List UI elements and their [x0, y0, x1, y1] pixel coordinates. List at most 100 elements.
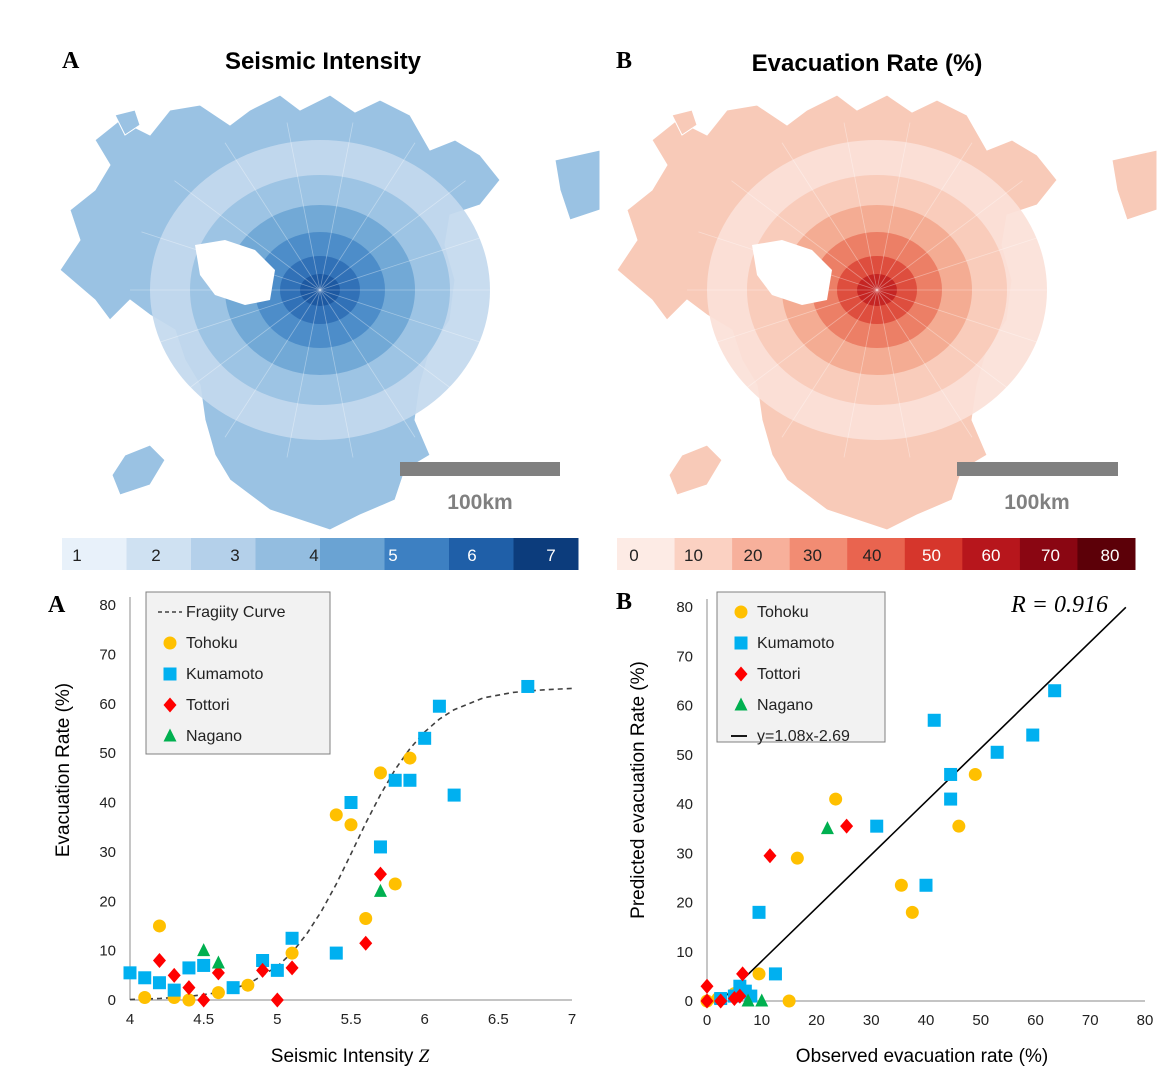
colorbar-evacuation: 0 10 20 30 40 50 60 70 80: [617, 538, 1136, 570]
region-boundary: [876, 289, 1023, 400]
y-tick-label: 10: [676, 944, 693, 961]
colorbar-tick-label: 2: [151, 546, 160, 565]
data-point-kumamoto: [927, 713, 941, 727]
colorbar-swatch: [904, 538, 963, 570]
region-boundary: [319, 289, 499, 349]
region-boundary: [319, 231, 499, 291]
data-point-kumamoto: [447, 788, 461, 802]
map-regions-seismic: [59, 94, 601, 531]
colorbar-tick-label: 70: [1041, 546, 1060, 565]
region-boundary: [876, 289, 1056, 349]
data-point-kumamoto: [167, 983, 181, 997]
data-point-tohoku: [403, 751, 417, 765]
legend-swatch-nagano: [734, 697, 748, 711]
data-point-tohoku: [905, 905, 919, 919]
data-point-kumamoto: [768, 967, 782, 981]
x-tick-label: 0: [703, 1012, 711, 1029]
x-tick-label: 40: [918, 1012, 935, 1029]
legend-label: Tohoku: [757, 604, 809, 621]
data-point-kumamoto: [944, 792, 958, 806]
colorbar-swatch: [126, 538, 192, 570]
data-point-kumamoto: [197, 958, 211, 972]
data-point-tohoku: [211, 986, 225, 1000]
colorbar-tick-label: 30: [803, 546, 822, 565]
y-tick-label: 50: [99, 745, 116, 762]
data-point-tottori: [736, 966, 750, 982]
data-point-kumamoto: [138, 971, 152, 985]
y-tick-label: 80: [676, 599, 693, 616]
data-point-kumamoto: [182, 961, 196, 975]
colorbar-swatch: [513, 538, 579, 570]
panel-letter-chart-a: A: [48, 592, 66, 618]
data-point-kumamoto: [919, 878, 933, 892]
data-point-tohoku: [952, 819, 966, 833]
data-point-tottori: [167, 967, 181, 983]
regression-fit-line: [720, 606, 1127, 1002]
data-point-tottori: [359, 935, 373, 951]
data-point-tohoku: [752, 967, 766, 981]
data-point-kumamoto: [388, 773, 402, 787]
region-boundary: [876, 180, 1023, 291]
data-point-kumamoto: [285, 931, 299, 945]
data-point-nagano: [820, 821, 834, 835]
map-shapes: [616, 94, 1158, 531]
x-tick-label: 4: [126, 1011, 134, 1028]
map-scale-label: 100km: [447, 491, 512, 514]
data-point-kumamoto: [373, 840, 387, 854]
y-tick-label: 60: [99, 696, 116, 713]
legend-label: Nagano: [186, 728, 242, 745]
legend-box: [145, 591, 331, 755]
region-boundary: [319, 180, 466, 291]
colorbar-seismic: 1 2 3 4 5 6 7: [62, 538, 579, 570]
colorbar-tick-label: 80: [1101, 546, 1120, 565]
x-tick-label: 70: [1082, 1012, 1099, 1029]
data-point-nagano: [755, 993, 769, 1007]
region-boundary: [698, 289, 878, 349]
x-tick-label: 30: [863, 1012, 880, 1029]
y-tick-label: 40: [99, 795, 116, 812]
legend-swatch-kumamoto: [734, 636, 748, 650]
data-point-tohoku: [344, 818, 358, 832]
data-point-kumamoto: [256, 954, 270, 967]
y-tick-label: 70: [676, 648, 693, 665]
colorbar-tick-label: 20: [744, 546, 763, 565]
legend-swatch-nagano: [163, 728, 177, 742]
x-tick-label: 4.5: [193, 1011, 214, 1028]
data-point-tohoku: [285, 946, 299, 960]
legend: Fragiity Curve Tohoku Kumamoto Tottori Nagan…: [145, 591, 331, 755]
legend-label: Nagano: [757, 697, 813, 714]
data-point-tottori: [285, 960, 299, 976]
map-scale-bar: [957, 462, 1118, 476]
data-point-tottori: [700, 978, 714, 994]
colorbar-tick-label: 7: [546, 546, 555, 565]
data-point-kumamoto: [403, 773, 417, 787]
data-point-tottori: [700, 993, 714, 1009]
data-point-tohoku: [152, 919, 166, 933]
data-point-nagano: [211, 955, 225, 969]
region-bay: [195, 240, 275, 305]
y-tick-label: 10: [99, 943, 116, 960]
panel-letter-map-b: B: [616, 48, 632, 74]
region-boundary: [781, 142, 878, 291]
y-tick-label: 0: [685, 993, 693, 1010]
region-zone: [300, 274, 340, 306]
data-point-tottori: [211, 965, 225, 981]
data-point-tohoku: [329, 808, 343, 822]
data-point-tottori: [714, 993, 728, 1009]
map-title-evacuation: Evacuation Rate (%): [752, 50, 983, 77]
colorbar-tick-label: 10: [684, 546, 703, 565]
data-point-kumamoto: [344, 796, 358, 809]
region-island: [671, 109, 698, 136]
colorbar-swatch: [449, 538, 514, 570]
colorbar-tick-label: 6: [467, 546, 476, 565]
region-boundary: [286, 122, 321, 291]
legend-swatch-tohoku: [734, 605, 748, 619]
data-point-tottori: [840, 818, 854, 834]
x-tick-label: 20: [808, 1012, 825, 1029]
data-point-tohoku: [388, 877, 402, 891]
legend-label: Kumamoto: [757, 635, 834, 652]
data-point-kumamoto: [418, 731, 432, 745]
data-point-tohoku: [373, 766, 387, 780]
map-shapes: [59, 94, 601, 531]
y-tick-label: 40: [676, 796, 693, 813]
